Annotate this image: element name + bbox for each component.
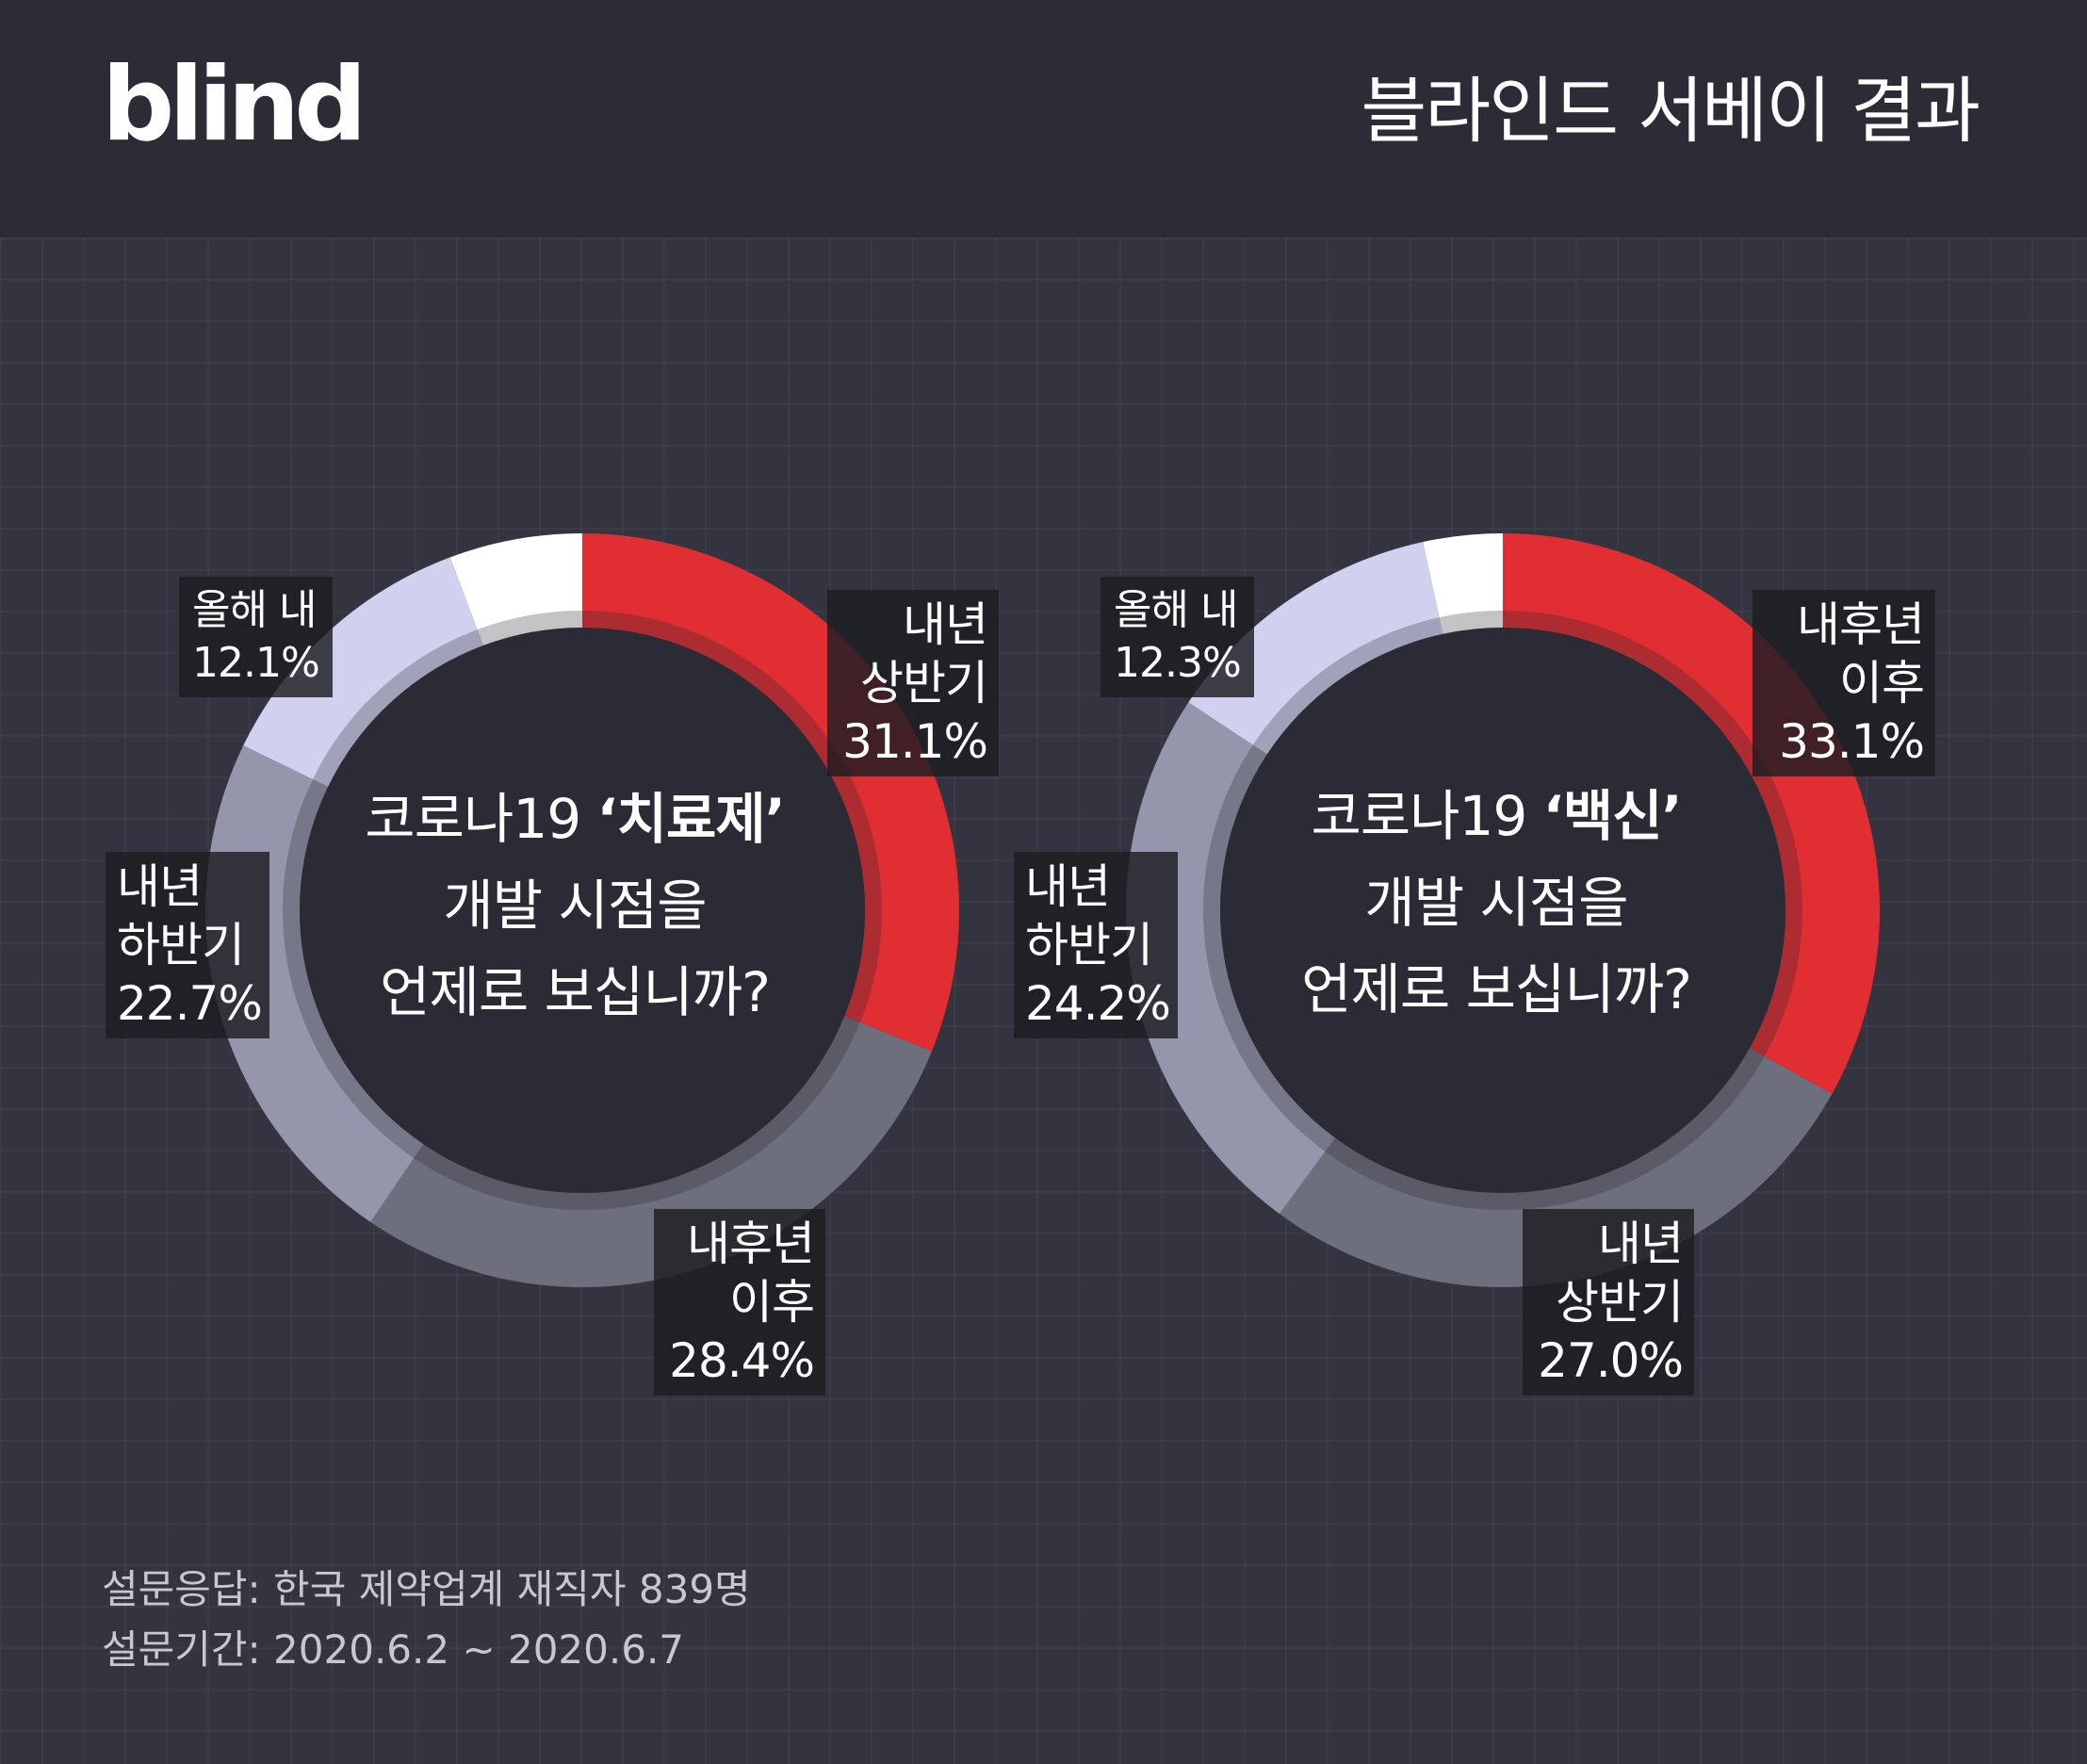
donut-slice-4 [1423,533,1503,634]
label-line-1: 내년 [903,597,988,652]
inner-ring-shadow [1203,611,1802,1210]
data-label-next-year-h1: 내년 상반기 27.0% [1523,1209,1694,1396]
question-keyword: ‘치료제’ [596,787,786,851]
header-title: 블라인드 서베이 결과 [1361,69,1981,153]
label-value: 22.7% [117,976,263,1031]
label-line-2: 이후 [729,1275,815,1330]
chart-question: 코로나19 ‘백신’ 개발 시점을 언제로 보십니까? [1166,773,1826,1033]
label-line-1: 내년 [1598,1217,1684,1271]
survey-period: 설문기간: 2020.6.2 ~ 2020.6.7 [102,1626,685,1673]
label-value: 31.1% [842,714,988,769]
label-line-2: 상반기 [1556,1275,1684,1330]
question-line-3: 언제로 보십니까? [1301,957,1692,1021]
donut-slice-3 [243,557,483,787]
question-line-2: 개발 시점을 [443,874,707,938]
header-bar: blind 블라인드 서베이 결과 [0,0,2087,237]
donut-hole [300,628,865,1193]
data-label-this-year: 올해 내 12.1% [179,577,333,697]
label-line-1: 내후년 [1797,597,1925,652]
question-line-2: 개발 시점을 [1364,871,1628,935]
question-keyword: ‘백신’ [1542,784,1683,848]
survey-footer: 설문응답: 한국 제약업계 재직자 839명 설문기간: 2020.6.2 ~ … [102,1560,751,1680]
label-line-2: 이후 [1839,656,1925,710]
label-text: 올해 내 12.1% [192,586,320,687]
donut-hole [1220,628,1785,1193]
label-line-2: 상반기 [860,656,988,710]
label-value: 33.1% [1779,714,1925,769]
data-label-next-year-h2: 내년 하반기 22.7% [106,852,269,1038]
label-value: 28.4% [669,1333,815,1388]
data-label-this-year: 올해 내 12.3% [1101,577,1254,697]
data-label-after-next-year: 내후년 이후 33.1% [1753,590,1935,776]
label-line-2: 하반기 [117,918,245,972]
blind-logo: blind [102,46,367,164]
donut-slice-2 [1126,702,1336,1215]
data-label-next-year-h1: 내년 상반기 31.1% [827,590,999,776]
label-line-1: 내년 [1025,859,1111,914]
label-value: 24.2% [1025,976,1171,1031]
donut-slice-3 [1188,542,1443,755]
question-prefix: 코로나19 [1311,784,1543,848]
label-value: 27.0% [1538,1333,1684,1388]
survey-respondents: 설문응답: 한국 제약업계 재직자 839명 [102,1566,751,1612]
data-label-next-year-h2: 내년 하반기 24.2% [1014,852,1178,1038]
label-line-1: 내후년 [687,1217,815,1271]
inner-ring-shadow [283,611,882,1210]
donut-slice-4 [449,533,582,646]
question-prefix: 코로나19 [365,787,597,851]
chart-question: 코로나19 ‘치료제’ 개발 시점을 언제로 보십니까? [245,776,905,1036]
label-text: 올해 내 12.3% [1114,586,1242,687]
data-label-after-next-year: 내후년 이후 28.4% [654,1209,825,1396]
question-line-3: 언제로 보십니까? [380,960,771,1024]
label-line-2: 하반기 [1025,918,1153,972]
label-line-1: 내년 [117,859,203,914]
